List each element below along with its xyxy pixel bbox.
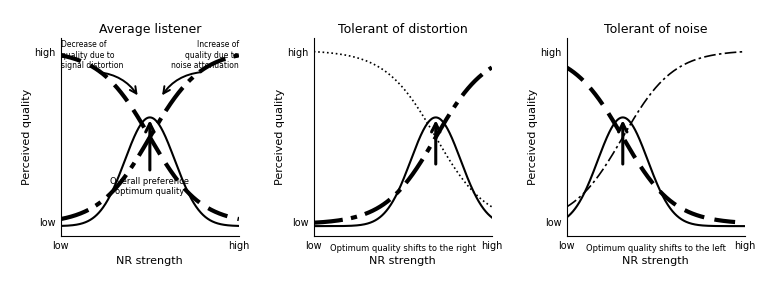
Title: Tolerant of distortion: Tolerant of distortion <box>338 23 467 36</box>
Title: Tolerant of noise: Tolerant of noise <box>604 23 708 36</box>
Text: Decrease of
quality due to
signal distortion: Decrease of quality due to signal distor… <box>61 40 123 70</box>
Text: Overall preference
optimum quality: Overall preference optimum quality <box>110 177 189 196</box>
Title: Average listener: Average listener <box>99 23 201 36</box>
X-axis label: NR strength: NR strength <box>369 256 436 266</box>
Y-axis label: Perceived quality: Perceived quality <box>274 89 285 185</box>
X-axis label: NR strength: NR strength <box>622 256 689 266</box>
Text: Optimum quality shifts to the right: Optimum quality shifts to the right <box>330 244 476 253</box>
Text: Optimum quality shifts to the left: Optimum quality shifts to the left <box>586 244 726 253</box>
Text: Increase of
quality due to
noise attenuation: Increase of quality due to noise attenua… <box>171 40 239 70</box>
X-axis label: NR strength: NR strength <box>116 256 183 266</box>
Y-axis label: Perceived quality: Perceived quality <box>527 89 537 185</box>
Y-axis label: Perceived quality: Perceived quality <box>22 89 32 185</box>
